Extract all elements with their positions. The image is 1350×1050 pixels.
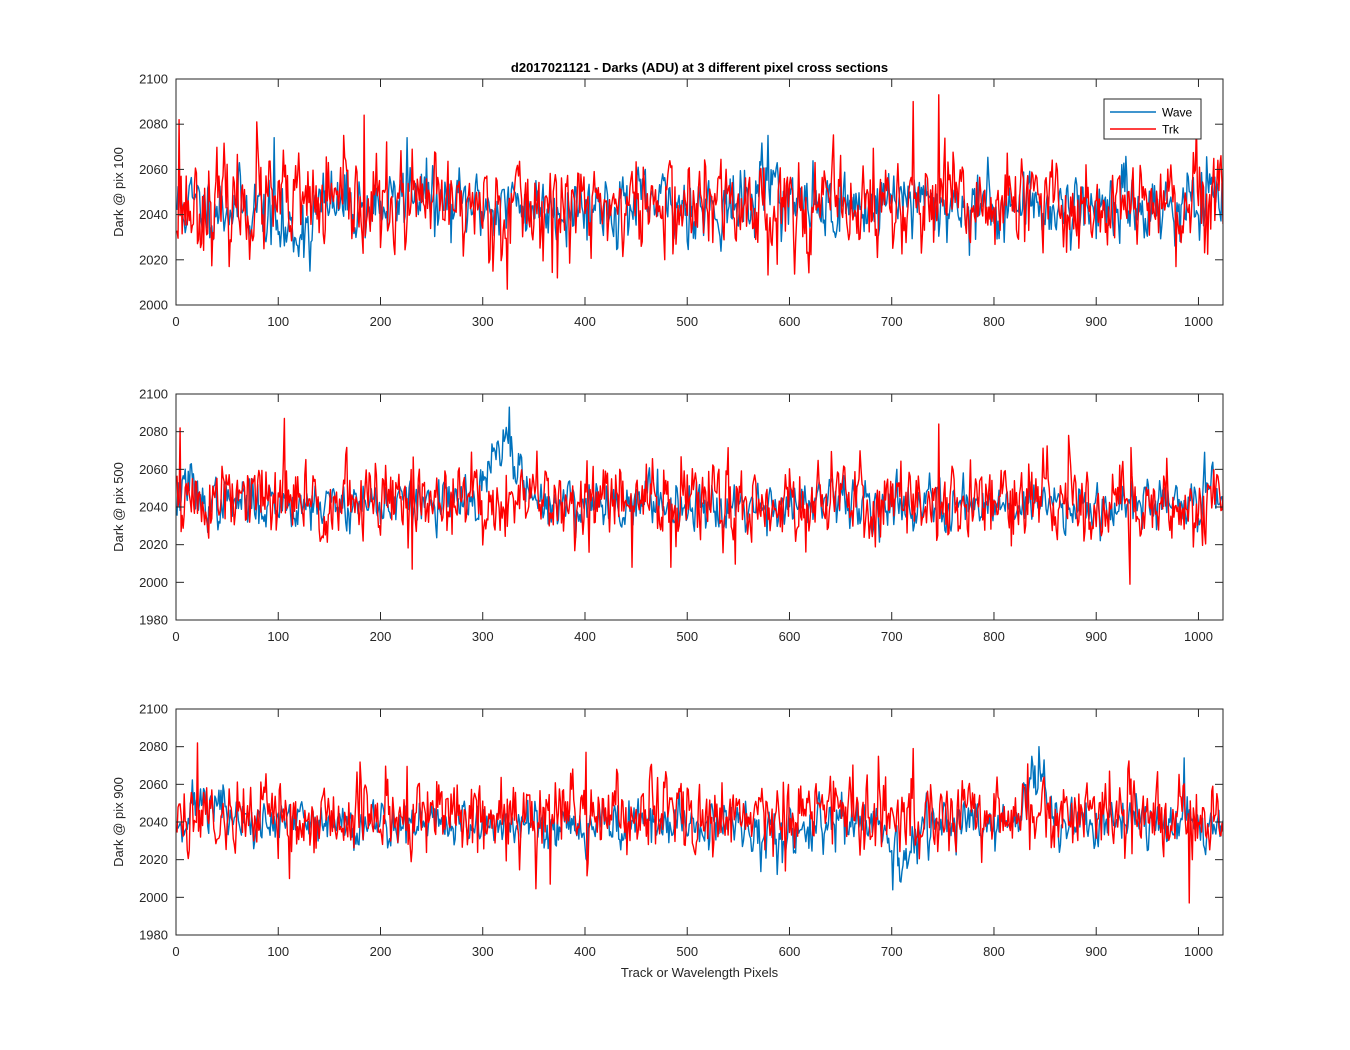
- series-line-trk: [176, 94, 1223, 290]
- x-tick-label: 100: [267, 629, 289, 644]
- y-tick-label: 2000: [139, 890, 168, 905]
- x-tick-label: 900: [1085, 944, 1107, 959]
- x-tick-label: 600: [779, 314, 801, 329]
- y-tick-label: 2100: [139, 72, 168, 87]
- series-line-trk: [176, 742, 1223, 904]
- y-tick-label: 2020: [139, 252, 168, 267]
- x-tick-label: 800: [983, 314, 1005, 329]
- series-line-trk: [176, 417, 1223, 585]
- y-tick-label: 2100: [139, 387, 168, 402]
- y-tick-label: 2060: [139, 462, 168, 477]
- x-tick-label: 500: [676, 944, 698, 959]
- legend-box: [1103, 98, 1202, 140]
- y-tick-label: 1980: [139, 928, 168, 943]
- y-axis-label: Dark @ pix 500: [111, 462, 126, 552]
- y-tick-label: 2000: [139, 575, 168, 590]
- y-tick-label: 1980: [139, 613, 168, 628]
- x-tick-label: 100: [267, 314, 289, 329]
- y-tick-label: 2080: [139, 117, 168, 132]
- chart-title: d2017021121 - Darks (ADU) at 3 different…: [511, 60, 888, 75]
- x-tick-label: 900: [1085, 629, 1107, 644]
- x-tick-label: 0: [172, 314, 179, 329]
- x-tick-label: 500: [676, 629, 698, 644]
- x-tick-label: 300: [472, 629, 494, 644]
- y-tick-label: 2040: [139, 207, 168, 222]
- x-tick-label: 200: [370, 629, 392, 644]
- y-tick-label: 2020: [139, 537, 168, 552]
- x-tick-label: 300: [472, 314, 494, 329]
- x-tick-label: 300: [472, 944, 494, 959]
- axes-box: [175, 78, 1224, 306]
- x-tick-label: 700: [881, 314, 903, 329]
- y-tick-label: 2040: [139, 815, 168, 830]
- y-axis-label: Dark @ pix 900: [111, 777, 126, 867]
- legend-label-trk: Trk: [1162, 123, 1180, 137]
- x-tick-label: 700: [881, 629, 903, 644]
- plot-area: [176, 709, 1223, 935]
- x-tick-label: 700: [881, 944, 903, 959]
- x-tick-label: 1000: [1184, 629, 1213, 644]
- y-axis-label: Dark @ pix 100: [111, 147, 126, 237]
- chart-panel-2: 0 100 200 300 400 500 600 700 800 900 1000 1980 2000…: [111, 387, 1224, 644]
- y-tick-label: 2000: [139, 298, 168, 313]
- legend: Wave Trk: [1103, 98, 1202, 140]
- x-tick-label: 200: [370, 314, 392, 329]
- x-tick-label: 400: [574, 944, 596, 959]
- y-tick-label: 2100: [139, 702, 168, 717]
- x-tick-label: 1000: [1184, 314, 1213, 329]
- chart-panel-3: 0 100 200 300 400 500 600 700 800 900 1000 1980 2000…: [111, 702, 1224, 980]
- x-tick-label: 0: [172, 629, 179, 644]
- x-tick-label: 100: [267, 944, 289, 959]
- y-tick-label: 2080: [139, 739, 168, 754]
- x-tick-label: 1000: [1184, 944, 1213, 959]
- y-tick-label: 2060: [139, 777, 168, 792]
- x-tick-label: 600: [779, 629, 801, 644]
- y-tick-label: 2040: [139, 500, 168, 515]
- x-axis-label: Track or Wavelength Pixels: [621, 965, 779, 980]
- chart-panel-1: 0 100 200 300 400 500 600 700 800 900 1000 2000 2020…: [111, 60, 1224, 329]
- y-tick-label: 2020: [139, 852, 168, 867]
- x-tick-label: 400: [574, 629, 596, 644]
- legend-label-wave: Wave: [1162, 106, 1193, 120]
- x-tick-label: 400: [574, 314, 596, 329]
- x-tick-label: 0: [172, 944, 179, 959]
- x-tick-label: 800: [983, 629, 1005, 644]
- x-tick-label: 800: [983, 944, 1005, 959]
- x-tick-label: 900: [1085, 314, 1107, 329]
- y-tick-label: 2080: [139, 424, 168, 439]
- x-tick-label: 200: [370, 944, 392, 959]
- x-tick-label: 500: [676, 314, 698, 329]
- x-tick-label: 600: [779, 944, 801, 959]
- y-tick-label: 2060: [139, 162, 168, 177]
